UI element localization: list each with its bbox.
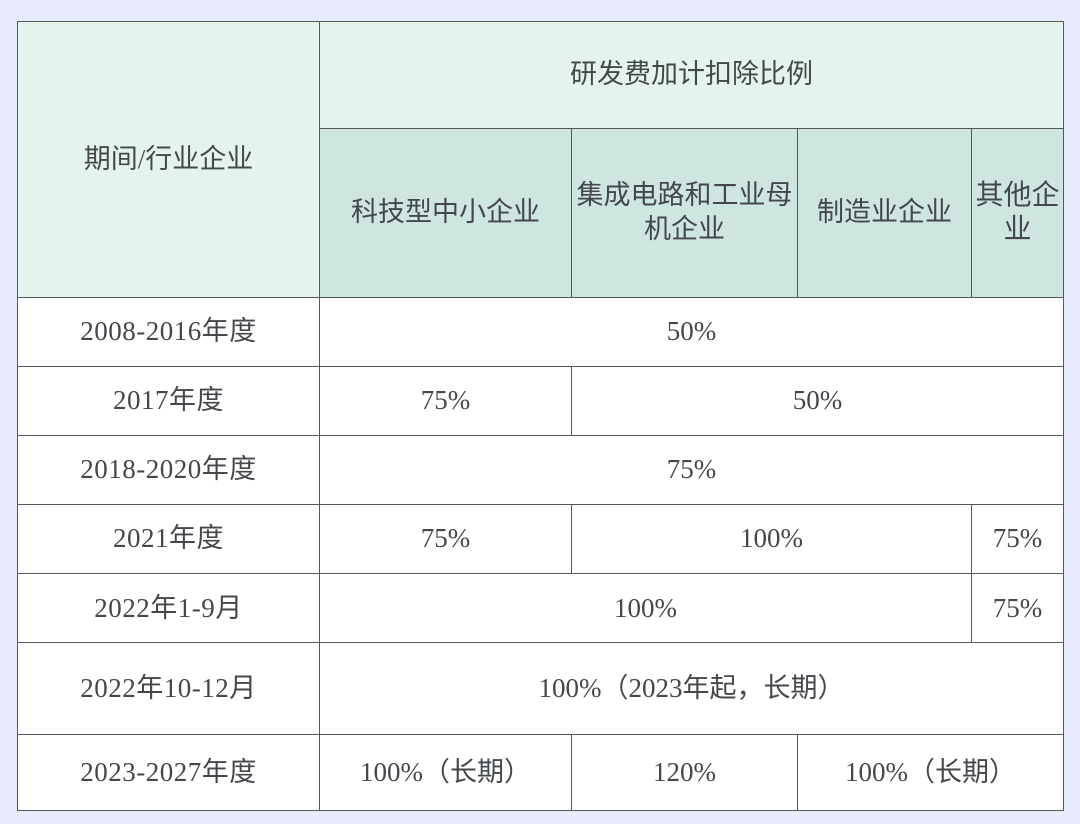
row-period-label: 2017年度 [17, 366, 320, 437]
row-value-cell: 100%（长期） [797, 733, 1064, 812]
table-row: 2018-2020年度 75% [17, 435, 1064, 506]
row-value-cell: 75% [319, 504, 572, 575]
table-row: 2017年度 75% 50% [17, 366, 1064, 437]
row-value-cell: 100%（长期） [319, 733, 572, 812]
row-value-cell: 75% [971, 573, 1064, 644]
row-period-label: 2022年10-12月 [17, 642, 320, 735]
header-cell-manufacturing: 制造业企业 [797, 127, 972, 299]
row-value-cell: 75% [319, 366, 572, 437]
header-cell-period: 期间/行业企业 [17, 20, 320, 299]
row-period-label: 2021年度 [17, 504, 320, 575]
table-header-row-columns: 科技型中小企业 集成电路和工业母机企业 制造业企业 其他企业 [18, 127, 1064, 299]
row-value-cell: 100% [319, 573, 972, 644]
row-period-label: 2022年1-9月 [17, 573, 320, 644]
table-body: 期间/行业企业 研发费加计扣除比例 科技型中小企业 集成电路和工业母机企业 制造… [17, 20, 1064, 812]
row-period-label: 2023-2027年度 [17, 733, 320, 812]
table-row: 2021年度 75% 100% 75% [17, 504, 1064, 575]
row-value-cell: 50% [319, 297, 1064, 368]
row-value-cell: 100% [571, 504, 972, 575]
header-cell-group-title: 研发费加计扣除比例 [319, 21, 1064, 129]
table-row: 2023-2027年度 100%（长期） 120% 100%（长期） [17, 733, 1064, 812]
table-header-row-group: 期间/行业企业 研发费加计扣除比例 [17, 20, 1064, 299]
rd-deduction-ratio-table: 期间/行业企业 研发费加计扣除比例 科技型中小企业 集成电路和工业母机企业 制造… [17, 20, 1064, 812]
row-value-cell: 120% [571, 733, 798, 812]
table-row: 2008-2016年度 50% [17, 297, 1064, 368]
row-value-cell: 50% [571, 366, 1064, 437]
row-period-label: 2018-2020年度 [17, 435, 320, 506]
header-cell-tech-sme: 科技型中小企业 [319, 127, 572, 299]
rd-deduction-table-container: 期间/行业企业 研发费加计扣除比例 科技型中小企业 集成电路和工业母机企业 制造… [17, 20, 1064, 812]
header-cell-other: 其他企业 [971, 127, 1064, 299]
table-row: 2022年1-9月 100% 75% [17, 573, 1064, 644]
row-value-cell: 100%（2023年起，长期） [319, 642, 1064, 735]
table-row: 2022年10-12月 100%（2023年起，长期） [17, 642, 1064, 735]
header-cell-chip-machine: 集成电路和工业母机企业 [571, 127, 798, 299]
row-period-label: 2008-2016年度 [17, 297, 320, 368]
row-value-cell: 75% [319, 435, 1064, 506]
row-value-cell: 75% [971, 504, 1064, 575]
